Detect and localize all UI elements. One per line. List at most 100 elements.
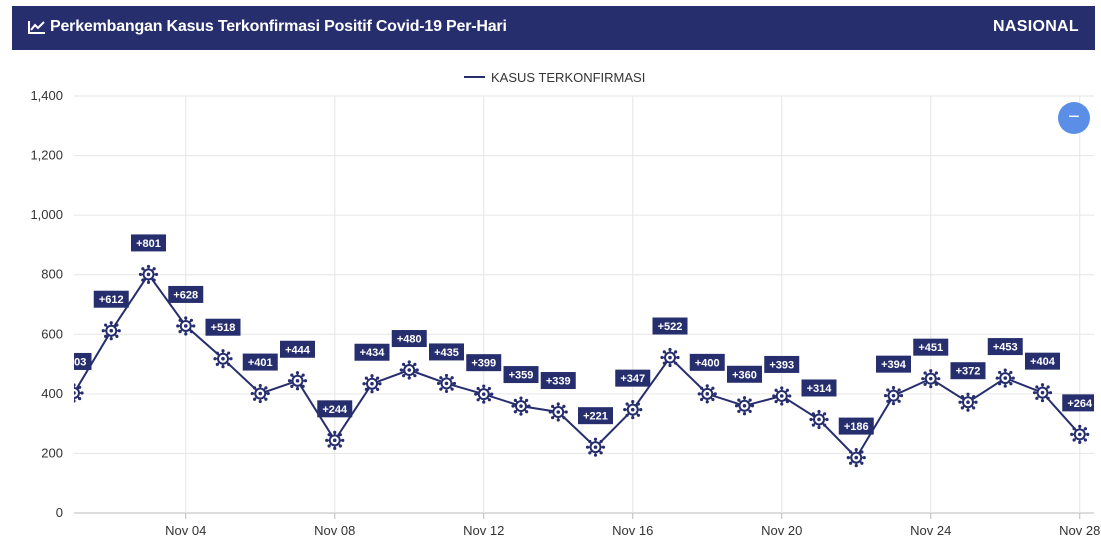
data-label-text: +400 (695, 357, 720, 369)
data-label: +360 (727, 365, 762, 383)
virus-icon[interactable] (846, 447, 866, 468)
x-tick-label: Nov 12 (463, 523, 504, 538)
data-label-text: +393 (769, 359, 794, 371)
virus-icon[interactable] (697, 384, 717, 404)
data-label: +264 (1062, 394, 1094, 412)
virus-icon[interactable] (660, 347, 680, 368)
plot-area: +403 +612 +801 +628 +518 +401 +444 +244 +434 +480… (62, 234, 1094, 468)
x-tick-label: Nov 20 (761, 523, 802, 538)
data-label: +244 (317, 400, 353, 418)
data-label-text: +480 (397, 334, 422, 346)
data-label: +347 (615, 369, 651, 387)
virus-icon[interactable] (362, 374, 382, 394)
x-tick-label: Nov 24 (910, 523, 951, 538)
virus-icon[interactable] (138, 264, 159, 285)
virus-icon[interactable] (1070, 424, 1090, 444)
data-label: +404 (1025, 352, 1060, 370)
data-label: +628 (168, 285, 204, 303)
data-label-text: +264 (1067, 398, 1093, 410)
minus-icon: − (1068, 106, 1080, 128)
virus-icon[interactable] (772, 386, 792, 406)
virus-icon[interactable] (883, 386, 904, 406)
data-label: +518 (205, 318, 241, 336)
x-tick-label: Nov 04 (165, 523, 206, 538)
data-label-text: +522 (658, 321, 683, 333)
virus-icon[interactable] (734, 396, 755, 416)
virus-icon[interactable] (474, 384, 494, 404)
data-label-text: +244 (322, 404, 348, 416)
y-tick-label: 600 (41, 326, 63, 341)
collapse-button[interactable]: − (1058, 102, 1090, 134)
data-label: +372 (950, 362, 986, 380)
data-label-text: +186 (844, 421, 869, 433)
data-label-text: +314 (807, 383, 833, 395)
chart-header: Perkembangan Kasus Terkonfirmasi Positif… (12, 6, 1095, 50)
data-label: +801 (131, 234, 166, 252)
virus-icon[interactable] (399, 360, 419, 380)
data-label-text: +444 (285, 344, 311, 356)
data-label: +453 (987, 338, 1023, 356)
data-label-text: +372 (956, 366, 981, 378)
data-label-text: +360 (732, 369, 757, 381)
series-line (74, 272, 1081, 460)
data-label: +314 (801, 379, 837, 397)
y-tick-label: 1,400 (30, 88, 63, 103)
data-label-text: +451 (918, 342, 943, 354)
data-label-text: +401 (248, 357, 273, 369)
virus-icon[interactable] (176, 316, 196, 336)
data-label-text: +339 (546, 376, 571, 388)
data-label: +435 (429, 343, 464, 361)
x-tick-label: Nov 08 (314, 523, 355, 538)
y-tick-label: 0 (56, 505, 63, 520)
data-label: +612 (93, 290, 129, 308)
virus-icon[interactable] (809, 409, 829, 430)
data-label-text: +435 (434, 347, 459, 359)
virus-icon[interactable] (287, 371, 308, 391)
data-label-text: +394 (881, 359, 907, 371)
data-label-text: +403 (62, 356, 87, 368)
data-label-text: +801 (136, 238, 161, 250)
data-label-text: +221 (583, 411, 608, 423)
legend-label: KASUS TERKONFIRMASI (491, 70, 645, 85)
virus-icon[interactable] (213, 349, 233, 369)
scope-label: NASIONAL (993, 18, 1079, 35)
line-chart-icon (28, 21, 45, 34)
virus-icon[interactable] (921, 369, 941, 389)
virus-icon[interactable] (548, 402, 568, 422)
data-label: +444 (280, 340, 315, 358)
virus-icon[interactable] (101, 321, 121, 341)
virus-icon[interactable] (325, 430, 345, 450)
data-label-text: +628 (173, 289, 198, 301)
data-label: +394 (876, 355, 911, 373)
x-tick-label: Nov 16 (612, 523, 653, 538)
data-label: +186 (838, 417, 874, 435)
data-label: +451 (913, 338, 949, 356)
chart-legend[interactable]: KASUS TERKONFIRMASI (464, 70, 645, 85)
data-label: +522 (652, 317, 688, 335)
chart-title: Perkembangan Kasus Terkonfirmasi Positif… (50, 18, 507, 35)
data-label: +221 (578, 407, 613, 425)
y-tick-label: 1,000 (30, 207, 63, 222)
data-label: +434 (354, 343, 390, 361)
data-label: +339 (540, 372, 576, 390)
virus-icon[interactable] (1032, 383, 1053, 403)
virus-icon[interactable] (958, 392, 978, 412)
data-label-text: +399 (471, 358, 496, 370)
virus-icon[interactable] (995, 368, 1015, 388)
virus-icon[interactable] (436, 373, 457, 394)
y-tick-label: 200 (41, 445, 63, 460)
data-label: +393 (764, 355, 800, 373)
data-label: +401 (242, 353, 278, 371)
virus-icon[interactable] (585, 437, 606, 457)
data-label: +400 (689, 353, 725, 371)
data-label-text: +518 (211, 322, 236, 334)
virus-icon[interactable] (623, 400, 643, 420)
virus-icon[interactable] (511, 396, 531, 416)
data-label: +403 (62, 352, 92, 370)
y-tick-label: 1,200 (30, 148, 63, 163)
virus-icon[interactable] (64, 383, 84, 403)
y-tick-label: 800 (41, 267, 63, 282)
y-tick-label: 400 (41, 386, 63, 401)
virus-icon[interactable] (250, 383, 270, 404)
